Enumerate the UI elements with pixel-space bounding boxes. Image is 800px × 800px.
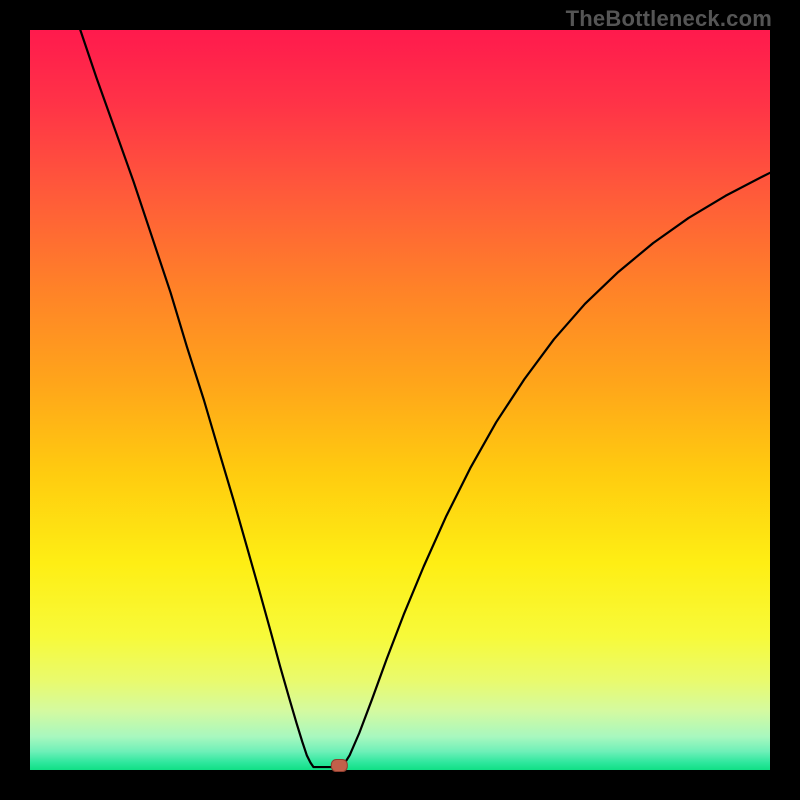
valley-marker bbox=[331, 760, 347, 772]
chart-frame: TheBottleneck.com bbox=[0, 0, 800, 800]
watermark-text: TheBottleneck.com bbox=[566, 6, 772, 32]
plot-area bbox=[30, 30, 770, 770]
chart-svg bbox=[0, 0, 800, 800]
